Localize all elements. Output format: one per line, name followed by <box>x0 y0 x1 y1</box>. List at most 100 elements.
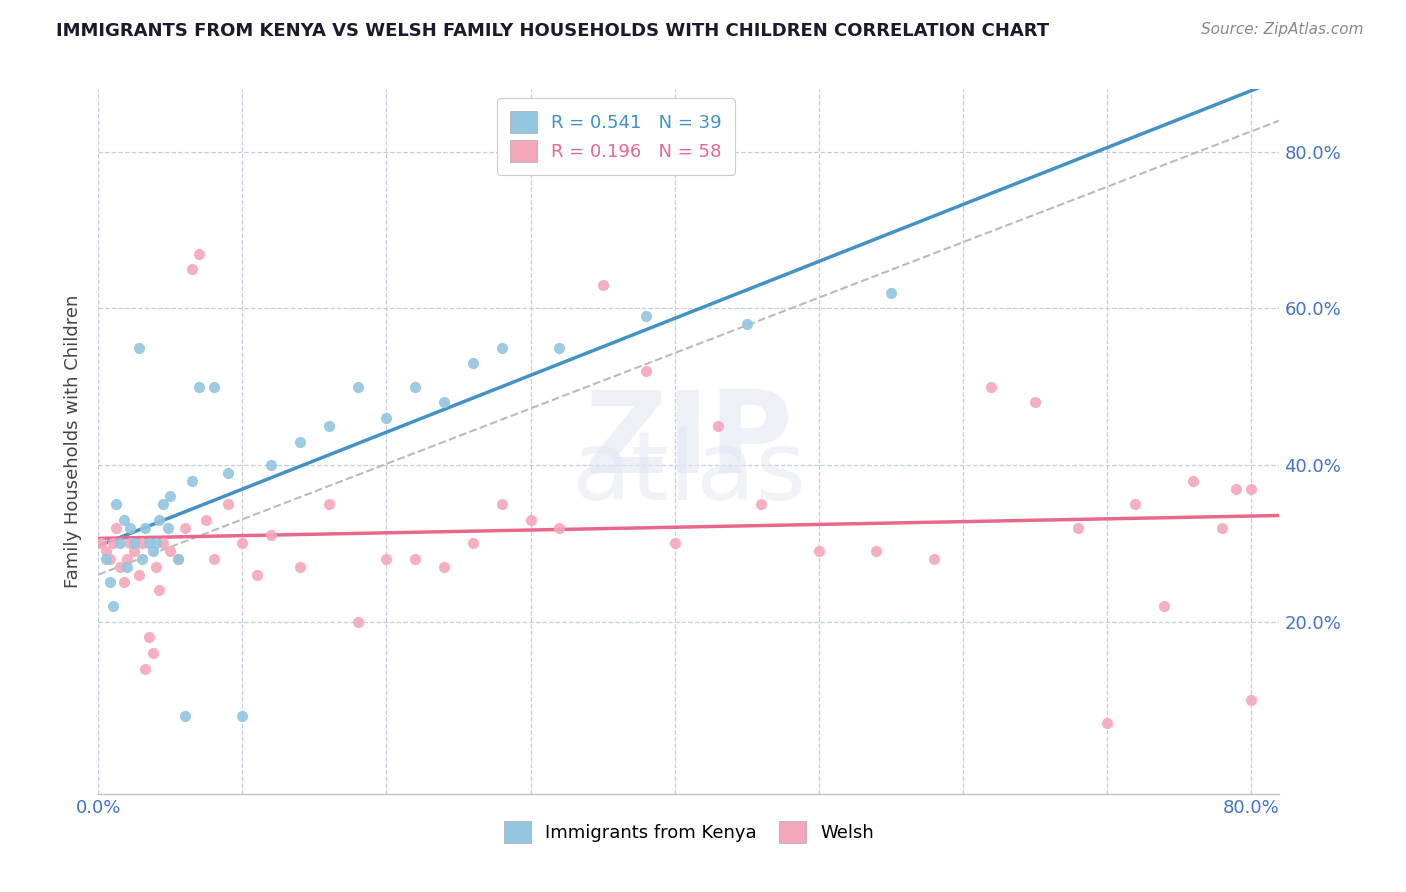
Point <box>101 536 124 550</box>
Point <box>346 380 368 394</box>
Point <box>288 434 311 449</box>
Legend: Immigrants from Kenya, Welsh: Immigrants from Kenya, Welsh <box>495 812 883 852</box>
Point <box>94 552 117 566</box>
Point <box>128 567 150 582</box>
Point <box>159 489 181 503</box>
Point <box>148 583 170 598</box>
Point <box>173 708 195 723</box>
Y-axis label: Family Households with Children: Family Households with Children <box>63 295 82 588</box>
Point <box>115 552 138 566</box>
Point <box>1125 497 1147 511</box>
Point <box>152 536 174 550</box>
Point <box>735 317 758 331</box>
Point <box>181 474 204 488</box>
Point <box>134 521 156 535</box>
Point <box>188 380 211 394</box>
Point <box>749 497 772 511</box>
Point <box>807 544 830 558</box>
Point <box>404 380 426 394</box>
Point <box>134 662 156 676</box>
Point <box>375 411 398 425</box>
Point <box>592 277 614 292</box>
Point <box>173 521 195 535</box>
Text: ZIP: ZIP <box>585 386 793 497</box>
Point <box>90 536 112 550</box>
Point <box>318 497 340 511</box>
Point <box>706 418 728 433</box>
Point <box>131 552 153 566</box>
Point <box>922 552 945 566</box>
Point <box>634 364 657 378</box>
Point <box>1095 716 1118 731</box>
Point <box>461 536 484 550</box>
Point <box>217 497 239 511</box>
Point <box>433 559 456 574</box>
Point <box>142 544 165 558</box>
Point <box>145 536 167 550</box>
Point <box>128 341 150 355</box>
Point <box>138 630 160 644</box>
Text: IMMIGRANTS FROM KENYA VS WELSH FAMILY HOUSEHOLDS WITH CHILDREN CORRELATION CHART: IMMIGRANTS FROM KENYA VS WELSH FAMILY HO… <box>56 22 1049 40</box>
Point <box>1240 482 1263 496</box>
Point <box>260 458 283 472</box>
Point <box>104 521 127 535</box>
Point <box>375 552 398 566</box>
Point <box>142 646 165 660</box>
Point <box>1240 693 1263 707</box>
Point <box>166 552 188 566</box>
Point <box>491 341 513 355</box>
Point <box>124 536 146 550</box>
Point <box>404 552 426 566</box>
Point <box>188 246 211 260</box>
Point <box>231 536 253 550</box>
Point <box>120 521 142 535</box>
Point <box>260 528 283 542</box>
Point <box>1153 599 1175 613</box>
Text: Source: ZipAtlas.com: Source: ZipAtlas.com <box>1201 22 1364 37</box>
Point <box>202 552 225 566</box>
Point <box>104 497 127 511</box>
Point <box>98 575 121 590</box>
Point <box>94 544 117 558</box>
Point <box>346 615 368 629</box>
Point <box>461 356 484 370</box>
Point <box>159 544 181 558</box>
Point <box>120 536 142 550</box>
Point <box>156 521 179 535</box>
Point <box>112 575 135 590</box>
Point <box>491 497 513 511</box>
Point <box>101 599 124 613</box>
Point <box>288 559 311 574</box>
Point <box>217 466 239 480</box>
Point <box>138 536 160 550</box>
Point <box>98 552 121 566</box>
Point <box>548 521 571 535</box>
Point <box>664 536 686 550</box>
Point <box>634 310 657 324</box>
Point <box>152 497 174 511</box>
Point <box>124 544 146 558</box>
Point <box>1225 482 1247 496</box>
Point <box>980 380 1002 394</box>
Point <box>1211 521 1233 535</box>
Point <box>115 559 138 574</box>
Point <box>1024 395 1046 409</box>
Text: atlas: atlas <box>571 426 807 520</box>
Point <box>166 552 188 566</box>
Point <box>1182 474 1205 488</box>
Point <box>108 559 131 574</box>
Point <box>148 513 170 527</box>
Point <box>108 536 131 550</box>
Point <box>202 380 225 394</box>
Point <box>246 567 269 582</box>
Point <box>879 285 901 300</box>
Point <box>231 708 253 723</box>
Point <box>112 513 135 527</box>
Point <box>865 544 887 558</box>
Point <box>1067 521 1090 535</box>
Point <box>433 395 456 409</box>
Point <box>131 536 153 550</box>
Point <box>318 418 340 433</box>
Point <box>195 513 218 527</box>
Point <box>548 341 571 355</box>
